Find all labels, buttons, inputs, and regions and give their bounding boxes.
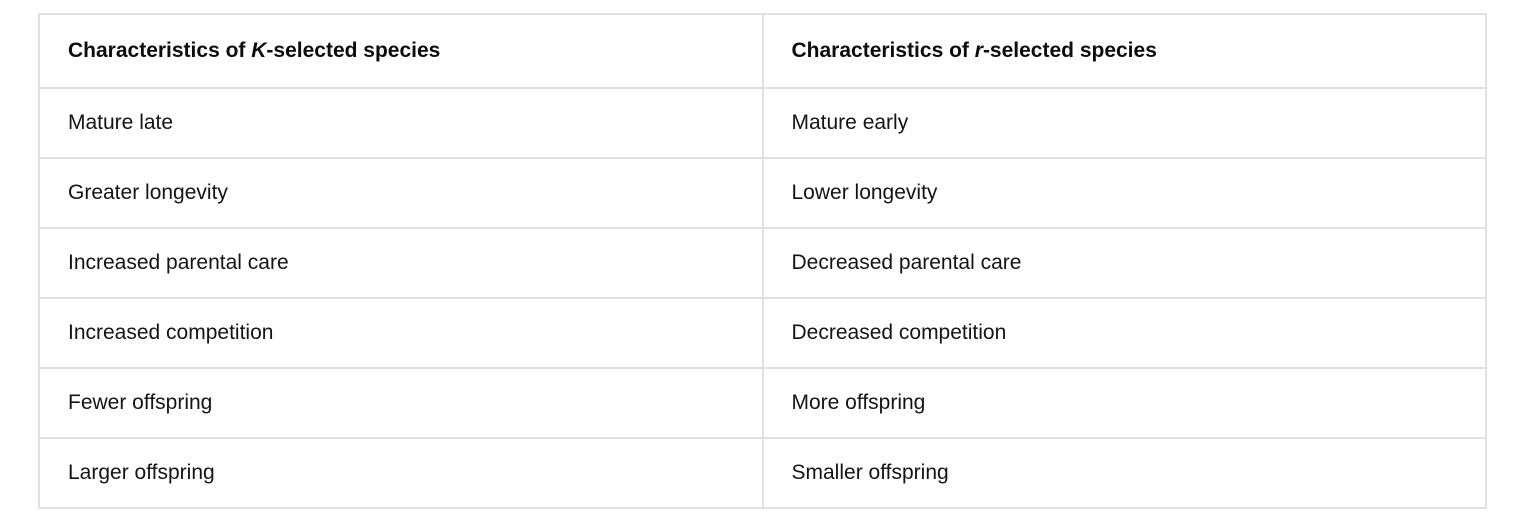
comparison-table: Characteristics of K-selected species Ch… <box>38 13 1487 509</box>
table-cell: Increased competition <box>38 297 764 369</box>
table-row: Fewer offspring More offspring <box>38 367 1487 439</box>
table-row: Mature late Mature early <box>38 87 1487 159</box>
column-header-r-selected: Characteristics of r-selected species <box>761 13 1487 89</box>
table-cell: More offspring <box>761 367 1487 439</box>
table-cell: Greater longevity <box>38 157 764 229</box>
table-row: Greater longevity Lower longevity <box>38 157 1487 229</box>
table-body: Mature late Mature early Greater longevity… <box>38 87 1487 509</box>
table-cell: Mature early <box>761 87 1487 159</box>
table-cell: Increased parental care <box>38 227 764 299</box>
header-variable-r: r <box>974 38 983 62</box>
header-text-prefix: Characteristics of <box>791 38 975 62</box>
table-row: Increased parental care Decreased parenta… <box>38 227 1487 299</box>
header-text-prefix: Characteristics of <box>68 38 252 62</box>
header-text-suffix: -selected species <box>266 38 441 62</box>
table-cell: Lower longevity <box>761 157 1487 229</box>
column-header-k-selected: Characteristics of K-selected species <box>38 13 764 89</box>
header-variable-k: K <box>251 38 267 62</box>
header-row: Characteristics of K-selected species Ch… <box>38 13 1487 89</box>
table-row: Larger offspring Smaller offspring <box>38 437 1487 509</box>
table-row: Increased competition Decreased competiti… <box>38 297 1487 369</box>
table-cell: Decreased parental care <box>761 227 1487 299</box>
table-cell: Smaller offspring <box>761 437 1487 509</box>
table-header: Characteristics of K-selected species Ch… <box>38 13 1487 89</box>
table-cell: Mature late <box>38 87 764 159</box>
table-cell: Larger offspring <box>38 437 764 509</box>
table-cell: Decreased competition <box>761 297 1487 369</box>
header-text-suffix: -selected species <box>982 38 1157 62</box>
table-cell: Fewer offspring <box>38 367 764 439</box>
